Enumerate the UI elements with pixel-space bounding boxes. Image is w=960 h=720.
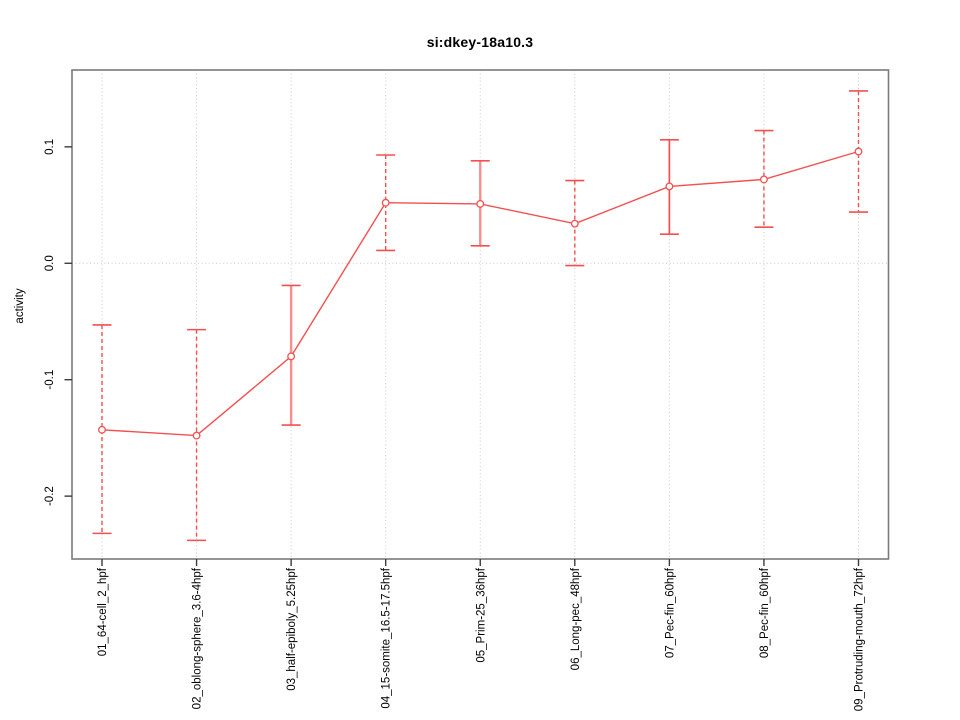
- x-tick-label: 07_Pec-fin_60hpf: [664, 567, 676, 658]
- data-point-marker: [570, 219, 579, 228]
- data-point-marker: [98, 425, 106, 434]
- x-tick-label: 09_Protruding-mouth_72hpf: [854, 567, 866, 711]
- y-tick-label: 0.0: [44, 255, 56, 271]
- data-point-marker: [287, 352, 296, 361]
- x-tick-label: 06_Long-pec_48hpf: [570, 567, 582, 670]
- data-point-marker: [759, 175, 768, 184]
- plot-box: [71, 69, 890, 560]
- data-point-marker: [192, 431, 201, 440]
- data-point-marker: [854, 147, 863, 156]
- y-tick-label: -0.1: [44, 370, 56, 390]
- chart-title: si:dkey-18a10.3: [426, 34, 534, 50]
- x-tick-label: 04_15-somite_16.5-17.5hpf: [381, 567, 393, 708]
- x-tick-label: 05_Prim-25_36hpf: [475, 567, 487, 662]
- data-point-marker: [476, 199, 485, 208]
- y-tick-label: 0.1: [44, 139, 56, 155]
- x-tick-label: 08_Pec-fin_60hpf: [759, 567, 771, 658]
- x-tick-label: 03_half-epiboly_5.25hpf: [286, 567, 298, 691]
- data-point-marker: [381, 198, 390, 207]
- x-tick-label: 01_64-cell_2_hpf: [97, 567, 109, 656]
- x-tick-label: 02_oblong-sphere_3.6-4hpf: [192, 567, 204, 709]
- y-tick-label: -0.2: [44, 486, 56, 506]
- data-point-marker: [665, 182, 674, 191]
